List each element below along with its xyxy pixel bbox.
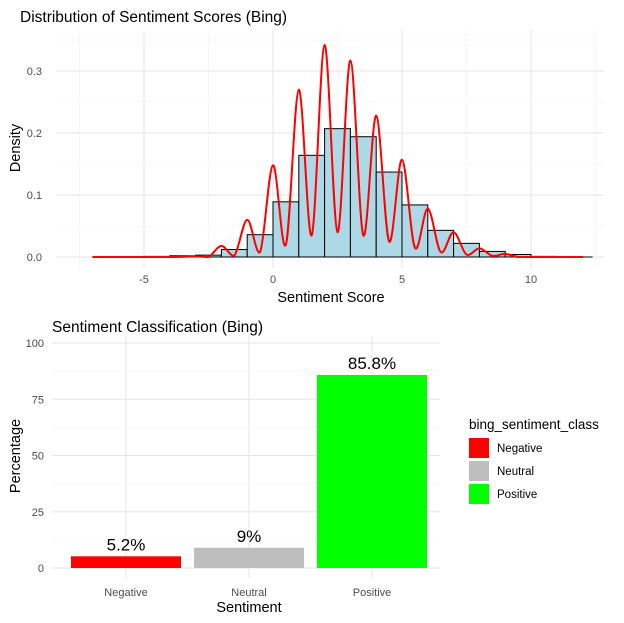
classification-title: Sentiment Classification (Bing) bbox=[52, 319, 263, 336]
x-tick-label: 5 bbox=[399, 274, 405, 286]
legend-label-negative: Negative bbox=[497, 443, 542, 455]
legend-label-neutral: Neutral bbox=[497, 466, 534, 478]
classification-y-axis-title: Percentage bbox=[8, 419, 24, 493]
x-tick-label: Negative bbox=[104, 587, 147, 599]
legend-swatch-negative bbox=[469, 438, 489, 458]
classification-data-labels: 5.2% 9% 85.8% bbox=[107, 354, 396, 554]
y-tick-label: 25 bbox=[32, 507, 44, 519]
x-tick-label: 10 bbox=[525, 274, 537, 286]
classification-bars bbox=[71, 374, 427, 568]
histogram-bars bbox=[117, 128, 584, 258]
y-tick-label: 0.3 bbox=[27, 66, 42, 78]
x-tick-label: -5 bbox=[139, 274, 149, 286]
classification-y-ticks: 0 25 50 75 100 bbox=[26, 338, 44, 575]
y-tick-label: 0.0 bbox=[27, 252, 42, 264]
y-tick-label: 50 bbox=[32, 451, 44, 463]
bar-positive bbox=[317, 374, 427, 568]
data-label-positive: 85.8% bbox=[348, 354, 396, 373]
bar-neutral bbox=[194, 547, 304, 568]
bar-negative bbox=[71, 556, 181, 568]
histogram-bar bbox=[272, 201, 300, 258]
legend-items: Negative Neutral Positive bbox=[469, 438, 542, 504]
y-tick-label: 100 bbox=[26, 338, 44, 350]
data-label-neutral: 9% bbox=[237, 527, 262, 546]
legend-label-positive: Positive bbox=[497, 489, 537, 501]
x-tick-label: Neutral bbox=[231, 587, 266, 599]
histogram-y-axis-title: Density bbox=[8, 123, 24, 172]
legend-swatch-positive bbox=[469, 484, 489, 504]
x-tick-label: 0 bbox=[270, 274, 276, 286]
y-tick-label: 0.2 bbox=[27, 128, 42, 140]
legend-swatch-neutral bbox=[469, 461, 489, 481]
histogram-y-ticks: 0.0 0.1 0.2 0.3 bbox=[27, 66, 42, 264]
histogram-bar bbox=[246, 234, 274, 258]
y-tick-label: 0.1 bbox=[27, 190, 42, 202]
classification-legend: bing_sentiment_class Negative Neutral Posi… bbox=[469, 417, 599, 504]
histogram-chart: Distribution of Sentiment Scores (Bing) … bbox=[8, 9, 604, 306]
classification-x-ticks: Negative Neutral Positive bbox=[104, 587, 391, 599]
histogram-bar bbox=[298, 154, 326, 258]
x-tick-label: Positive bbox=[353, 587, 392, 599]
y-tick-label: 0 bbox=[38, 563, 44, 575]
classification-x-axis-title: Sentiment bbox=[216, 600, 281, 616]
density-curve bbox=[92, 43, 583, 259]
legend-title: bing_sentiment_class bbox=[469, 417, 599, 432]
data-label-negative: 5.2% bbox=[107, 535, 146, 554]
y-tick-label: 75 bbox=[32, 394, 44, 406]
histogram-title: Distribution of Sentiment Scores (Bing) bbox=[20, 9, 287, 26]
histogram-bar bbox=[324, 128, 351, 258]
histogram-bar bbox=[375, 171, 403, 258]
histogram-x-axis-title: Sentiment Score bbox=[277, 290, 384, 306]
histogram-x-ticks: -5 0 5 10 bbox=[139, 274, 537, 286]
classification-chart: Sentiment Classification (Bing) 5.2% 9% 85… bbox=[8, 319, 599, 616]
